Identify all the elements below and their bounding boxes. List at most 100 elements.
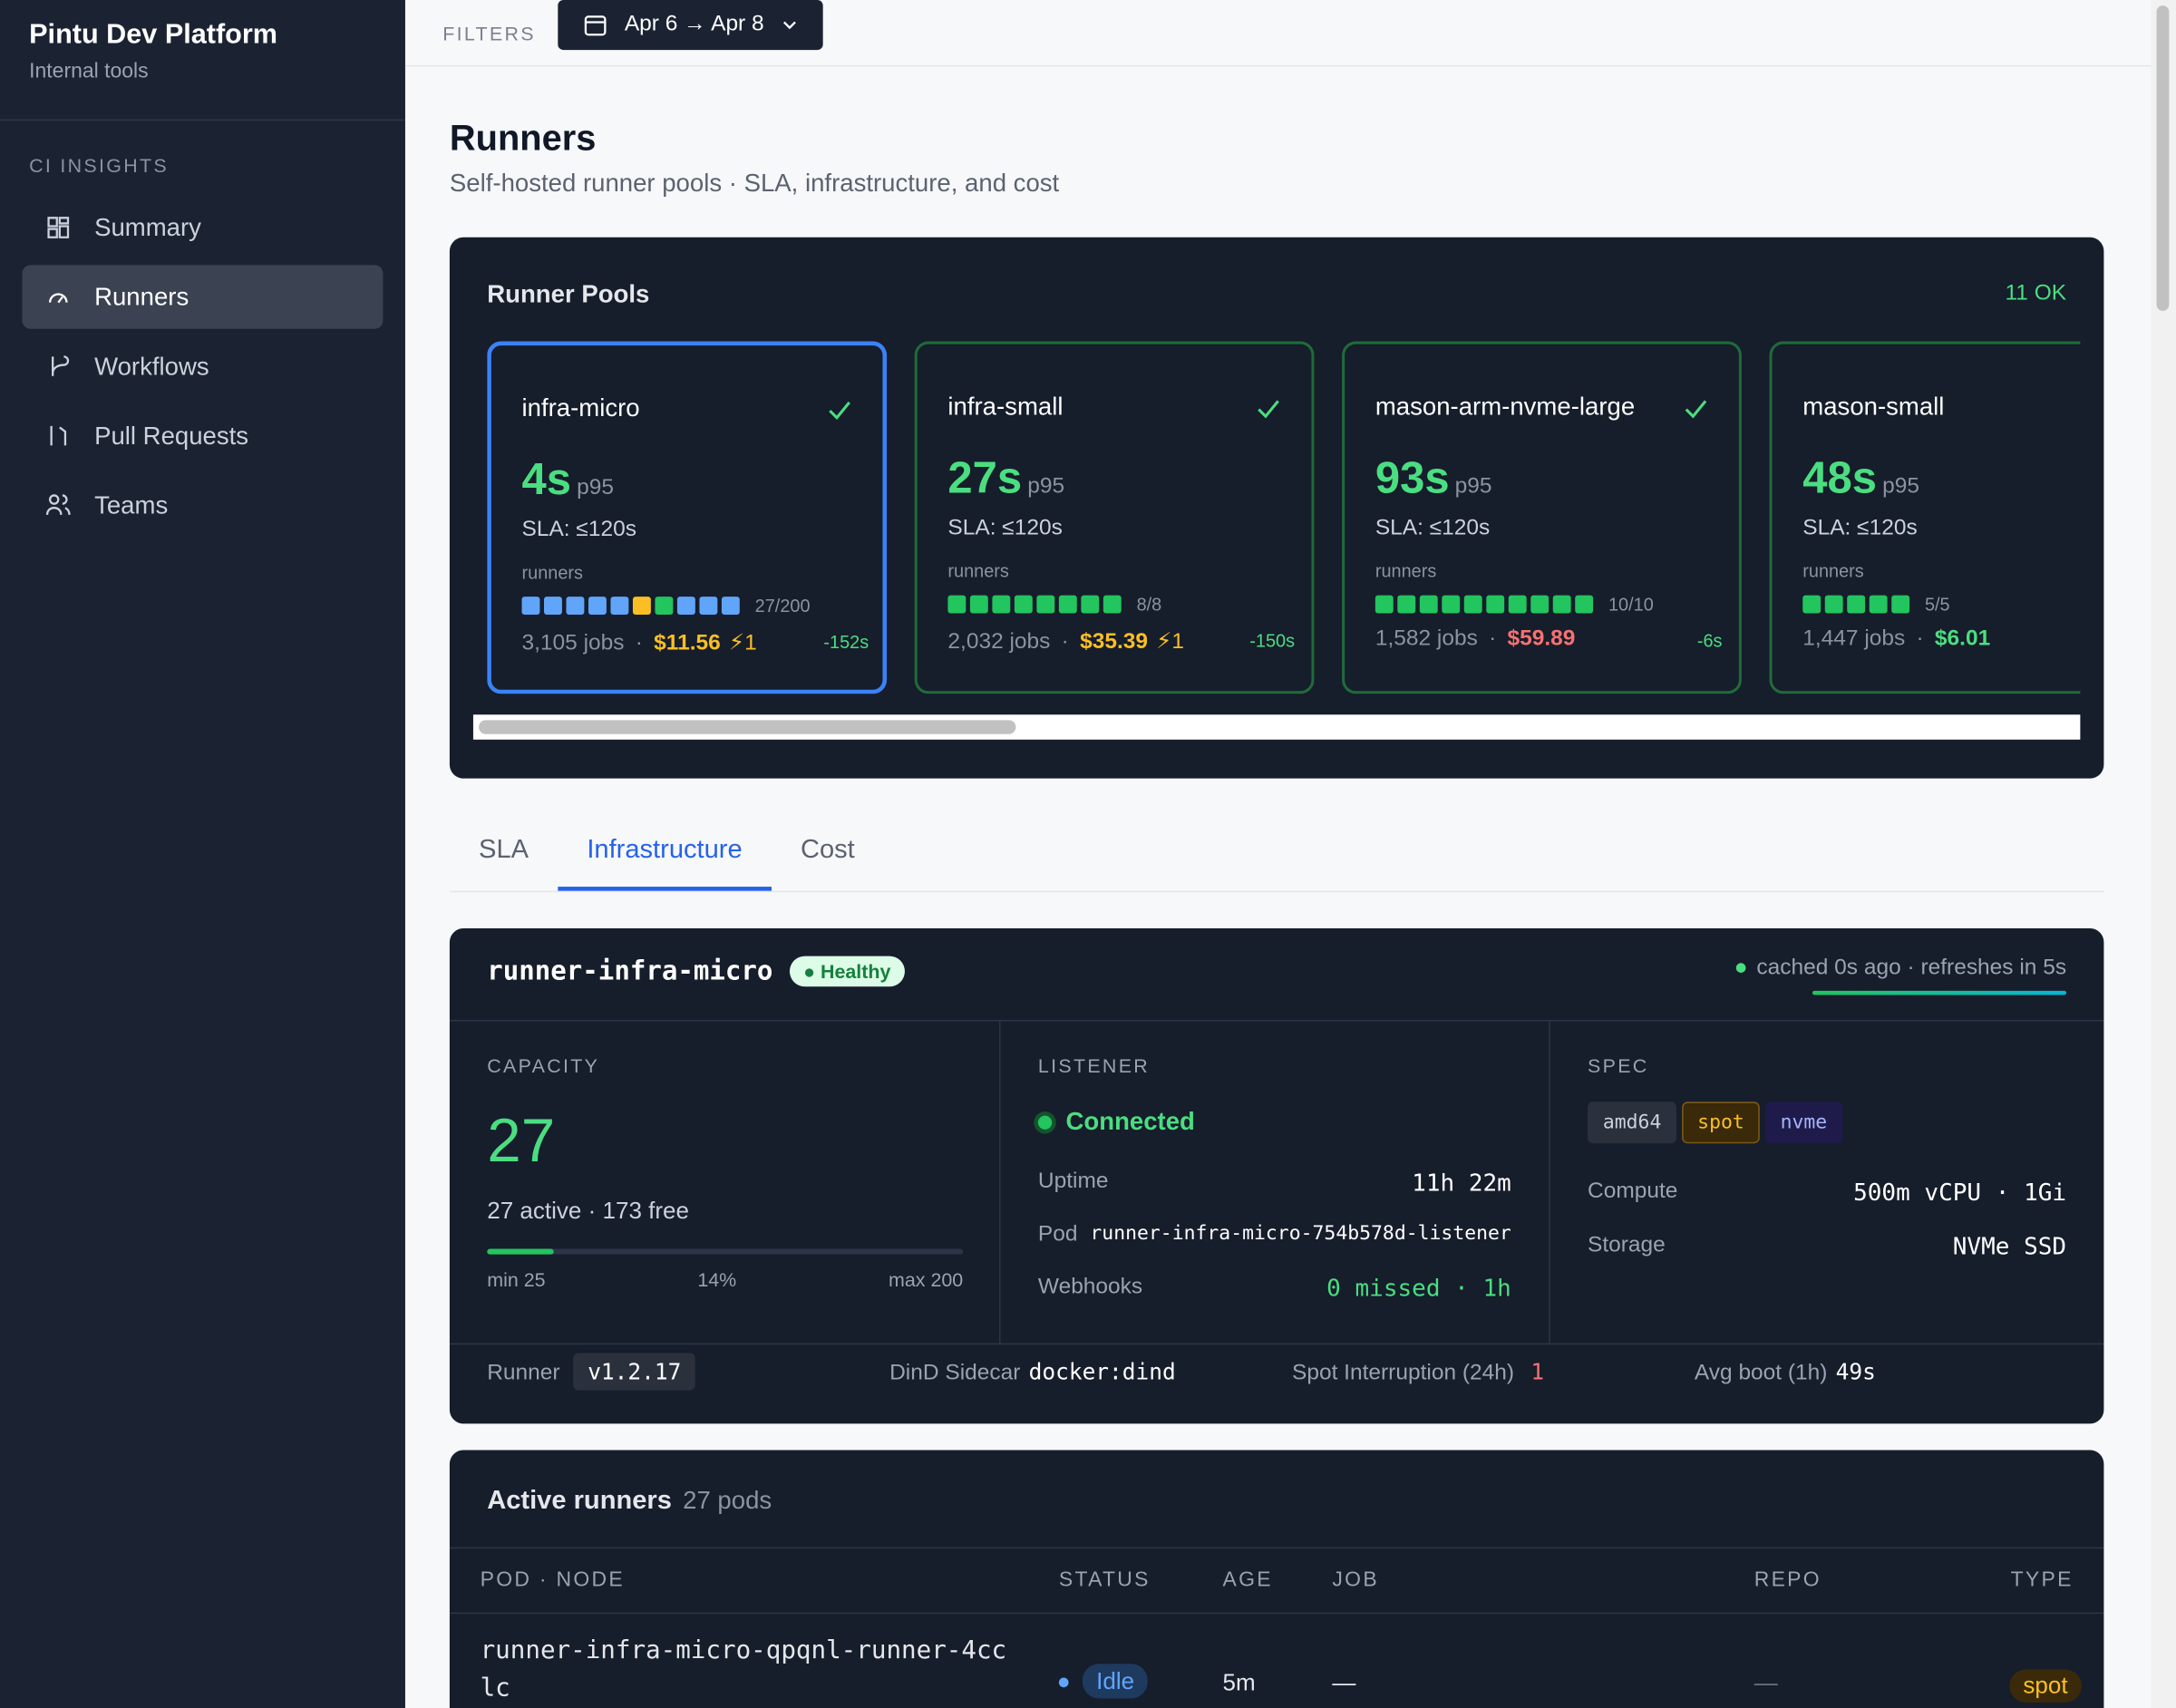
pool-name: infra-small [947, 393, 1064, 421]
scroll-thumb[interactable] [2156, 5, 2170, 311]
listener-label: LISTENER [1037, 1054, 1151, 1077]
runner-dot [1014, 595, 1033, 614]
trend: -152s [823, 631, 869, 653]
runner-dot [721, 597, 740, 616]
row-label: Pod [1037, 1222, 1078, 1247]
row-value: 0 missed · 1h [1326, 1275, 1511, 1304]
nav-item[interactable]: Workflows [22, 335, 383, 398]
tabs: SLA Infrastructure Cost [449, 819, 2104, 893]
nav-label: Pull Requests [94, 421, 249, 450]
pool-card[interactable]: mason-arm-nvme-large 93s p95 SLA: ≤120s runn… [1342, 341, 1742, 694]
jobs: 1,447 jobs [1802, 626, 1906, 651]
check-icon [1256, 397, 1281, 431]
column-header: REPO [1753, 1567, 1821, 1592]
vertical-scrollbar[interactable] [2151, 0, 2176, 1708]
p95-label: p95 [1027, 474, 1065, 499]
pool-name: mason-small [1802, 393, 1945, 421]
runners-label: runners [947, 560, 1009, 582]
nav: Summary Runners Workflows Pull Requests Team… [0, 196, 405, 538]
nav-label: Workflows [94, 352, 209, 380]
nav-item[interactable]: Pull Requests [22, 403, 383, 467]
runners-label: runners [521, 561, 583, 583]
pool-card[interactable]: mason-small 48s p95 SLA: ≤120s runners 5/5 1,4… [1769, 341, 2081, 694]
pool-card[interactable]: infra-small 27s p95 SLA: ≤120s runners 8/8 2,0… [914, 341, 1315, 694]
runner-dot [1081, 595, 1100, 614]
row-value: NVMe SSD [1952, 1233, 2067, 1262]
capacity-pct: 14% [697, 1267, 737, 1291]
jobs: 3,105 jobs [521, 631, 625, 655]
tab[interactable]: SLA [479, 835, 529, 865]
nav-icon [45, 494, 71, 515]
cost: $11.56 [654, 631, 721, 655]
capacity-panel: CAPACITY 27 27 active · 173 free min 25 1… [449, 1019, 1000, 1345]
footer-label: Spot Interruption (24h) [1291, 1361, 1515, 1385]
p95-label: p95 [1454, 474, 1492, 499]
nav-section: CI INSIGHTS [29, 153, 169, 177]
jobs: 2,032 jobs [947, 629, 1051, 654]
cell: — [1332, 1669, 1356, 1696]
spot-count: ⚡1 [728, 631, 757, 655]
nav-item[interactable]: Summary [22, 196, 383, 259]
pool-name: infra-micro [521, 393, 640, 422]
runner-count: 10/10 [1608, 594, 1654, 616]
cache-dot [1735, 963, 1746, 974]
footer-item: Avg boot (1h) 49s [1695, 1358, 1876, 1386]
runner-dot [566, 597, 585, 616]
cell: 5m [1222, 1669, 1256, 1696]
pools-title: Runner Pools [487, 280, 650, 308]
active-title: Active runners [487, 1486, 672, 1516]
tab[interactable]: Cost [800, 835, 855, 865]
runner-dot [1463, 595, 1482, 614]
listener-row: Pod runner-infra-micro-754b578d-listener [1038, 1222, 1511, 1247]
spot-count: ⚡1 [1156, 629, 1184, 654]
nav-icon [52, 355, 70, 376]
runner-dot [1036, 595, 1055, 614]
runner-dot [1103, 595, 1122, 614]
nav-label: Teams [94, 490, 169, 519]
runner-dot [1486, 595, 1505, 614]
runners-label: runners [1802, 560, 1864, 582]
runner-dot [1530, 595, 1549, 614]
runner-dot [947, 595, 967, 614]
spec-tags: amd64 spot nvme [1588, 1101, 1848, 1144]
calendar-icon [584, 15, 607, 36]
footer-value: v1.2.17 [573, 1353, 695, 1391]
spec-row: Compute 500m vCPU · 1Gi [1588, 1179, 2066, 1208]
brand: Pintu Dev Platform Internal tools [0, 0, 405, 121]
capacity-min: min 25 [487, 1267, 546, 1291]
scroll-thumb[interactable] [479, 720, 1016, 734]
check [829, 401, 850, 420]
runner-dot [1575, 595, 1594, 614]
p95: 27s p95 [947, 452, 1064, 504]
cache-text: cached 0s ago · refreshes in 5s [1756, 956, 2067, 980]
runner-dots: 27/200 [521, 596, 811, 616]
column-header: TYPE [2010, 1567, 2074, 1592]
capacity-track [487, 1248, 964, 1255]
table-row[interactable]: runner-infra-micro-qpqnl-runner-4cclc Idl… [450, 1613, 2103, 1708]
runner-dot [1442, 595, 1461, 614]
date-picker[interactable]: Apr 6 → Apr 8 [558, 0, 822, 51]
trend: -6s [1696, 629, 1723, 651]
footer-value: 1 [1530, 1358, 1545, 1385]
separator: · [635, 631, 643, 655]
tab[interactable]: Infrastructure [558, 819, 772, 891]
nav-icon [48, 293, 68, 304]
nav-item[interactable]: Runners [22, 265, 384, 329]
pool-name: mason-arm-nvme-large [1375, 393, 1636, 421]
pool-card[interactable]: infra-micro 4s p95 SLA: ≤120s runners 27/200 3… [487, 341, 888, 694]
column-header: AGE [1222, 1567, 1273, 1592]
runner-dot [543, 597, 562, 616]
runner-dots: 5/5 [1802, 594, 1950, 615]
cell: — [1753, 1669, 1778, 1696]
nav-label: Summary [94, 212, 201, 241]
capacity-scale: min 25 14% max 200 [487, 1268, 963, 1290]
footer-item: Spot Interruption (24h) 1 [1292, 1358, 1544, 1386]
row-value: runner-infra-micro-754b578d-listener [1090, 1222, 1511, 1245]
runner-dot [1847, 595, 1866, 614]
runner-count: 8/8 [1136, 594, 1162, 616]
nav-item[interactable]: Teams [22, 473, 383, 537]
horizontal-scrollbar[interactable] [472, 714, 2081, 740]
page-title: Runners [449, 116, 597, 159]
row-label: Compute [1588, 1179, 1678, 1204]
